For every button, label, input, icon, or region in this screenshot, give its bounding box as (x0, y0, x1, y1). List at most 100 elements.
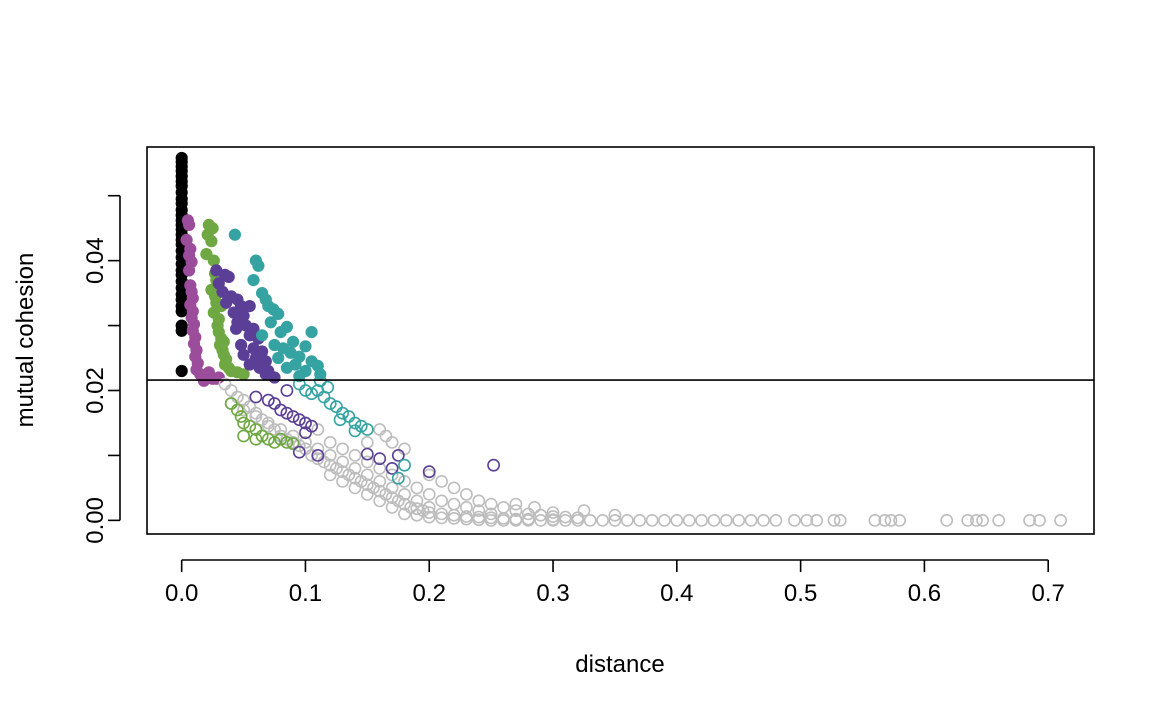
data-point (348, 471, 362, 485)
data-point (757, 514, 770, 527)
data-point (534, 514, 548, 527)
data-point (348, 416, 362, 430)
data-point (280, 361, 293, 374)
data-point (237, 403, 250, 417)
data-point (472, 510, 486, 524)
x-tick-label: 0.7 (1032, 580, 1065, 607)
data-point (373, 461, 387, 475)
data-point (608, 514, 622, 527)
data-point (732, 514, 746, 527)
data-point (205, 235, 218, 248)
data-point (299, 340, 312, 353)
data-point (373, 452, 387, 466)
data-point (435, 507, 448, 521)
data-point (373, 423, 387, 436)
data-point (299, 435, 312, 449)
data-point (992, 514, 1006, 527)
data-point (422, 506, 436, 519)
data-point (385, 491, 399, 504)
data-point (323, 397, 337, 410)
data-point (287, 335, 300, 348)
x-tick-label: 0.4 (660, 580, 693, 607)
data-point (571, 514, 585, 527)
data-point (633, 514, 647, 527)
data-point (559, 514, 572, 527)
data-point (261, 393, 275, 407)
data-point (314, 368, 327, 381)
data-point (305, 326, 318, 339)
data-point (336, 406, 349, 420)
data-point (719, 514, 733, 527)
data-point (264, 316, 277, 329)
data-point (682, 514, 696, 527)
data-point (249, 410, 263, 423)
data-point (321, 380, 335, 394)
data-point (509, 514, 523, 527)
data-point (299, 426, 312, 440)
x-axis-title: distance (575, 651, 664, 678)
x-tick-label: 0.5 (784, 580, 817, 607)
data-point (497, 514, 510, 527)
data-point (1023, 514, 1036, 527)
data-point (976, 514, 989, 527)
data-point (348, 424, 362, 438)
data-point (620, 514, 634, 527)
data-point (373, 474, 387, 488)
data-point (484, 507, 498, 521)
data-point (336, 455, 349, 469)
data-point (360, 447, 374, 461)
data-point (583, 514, 597, 527)
data-point (670, 514, 684, 527)
data-point (534, 508, 548, 522)
data-point (292, 445, 306, 459)
data-point (261, 416, 275, 430)
data-point (459, 487, 473, 501)
data-point (183, 264, 196, 277)
y-axis: 0.00 0.02 0.04 (82, 194, 121, 544)
data-point (422, 465, 436, 479)
plot-frame (146, 146, 1095, 535)
data-point (222, 270, 235, 283)
data-point (286, 410, 300, 423)
data-point (970, 514, 983, 527)
data-point (608, 508, 622, 522)
data-point (360, 423, 374, 436)
data-point (497, 500, 510, 514)
data-point (379, 429, 393, 443)
points-layer (175, 151, 1067, 527)
data-point (435, 474, 448, 488)
data-point (202, 366, 215, 379)
y-tick-label: 0.02 (82, 367, 109, 414)
data-point (940, 514, 954, 527)
data-point (391, 471, 405, 485)
data-point (422, 500, 436, 514)
data-point (360, 487, 374, 501)
data-point (546, 514, 560, 527)
data-point (292, 413, 306, 427)
data-point (183, 218, 196, 231)
data-point (243, 419, 257, 433)
data-point (217, 335, 230, 348)
data-point (487, 458, 500, 472)
data-point (323, 458, 337, 472)
data-point (422, 510, 436, 524)
data-point (546, 506, 560, 519)
x-axis: 0.0 0.1 0.2 0.3 0.4 0.5 0.6 0.7 (165, 559, 1065, 607)
data-point (893, 514, 906, 527)
data-point (348, 481, 362, 495)
data-point (509, 497, 523, 511)
data-point (435, 511, 448, 525)
data-point (447, 481, 461, 495)
data-point (833, 514, 847, 527)
data-point (274, 326, 287, 339)
data-point (333, 413, 347, 427)
data-point (422, 468, 436, 482)
data-point (878, 514, 892, 527)
data-point (299, 384, 312, 397)
data-point (305, 387, 318, 401)
data-point (884, 514, 898, 527)
data-point (272, 351, 285, 365)
data-point (256, 329, 269, 342)
data-point (247, 274, 260, 287)
